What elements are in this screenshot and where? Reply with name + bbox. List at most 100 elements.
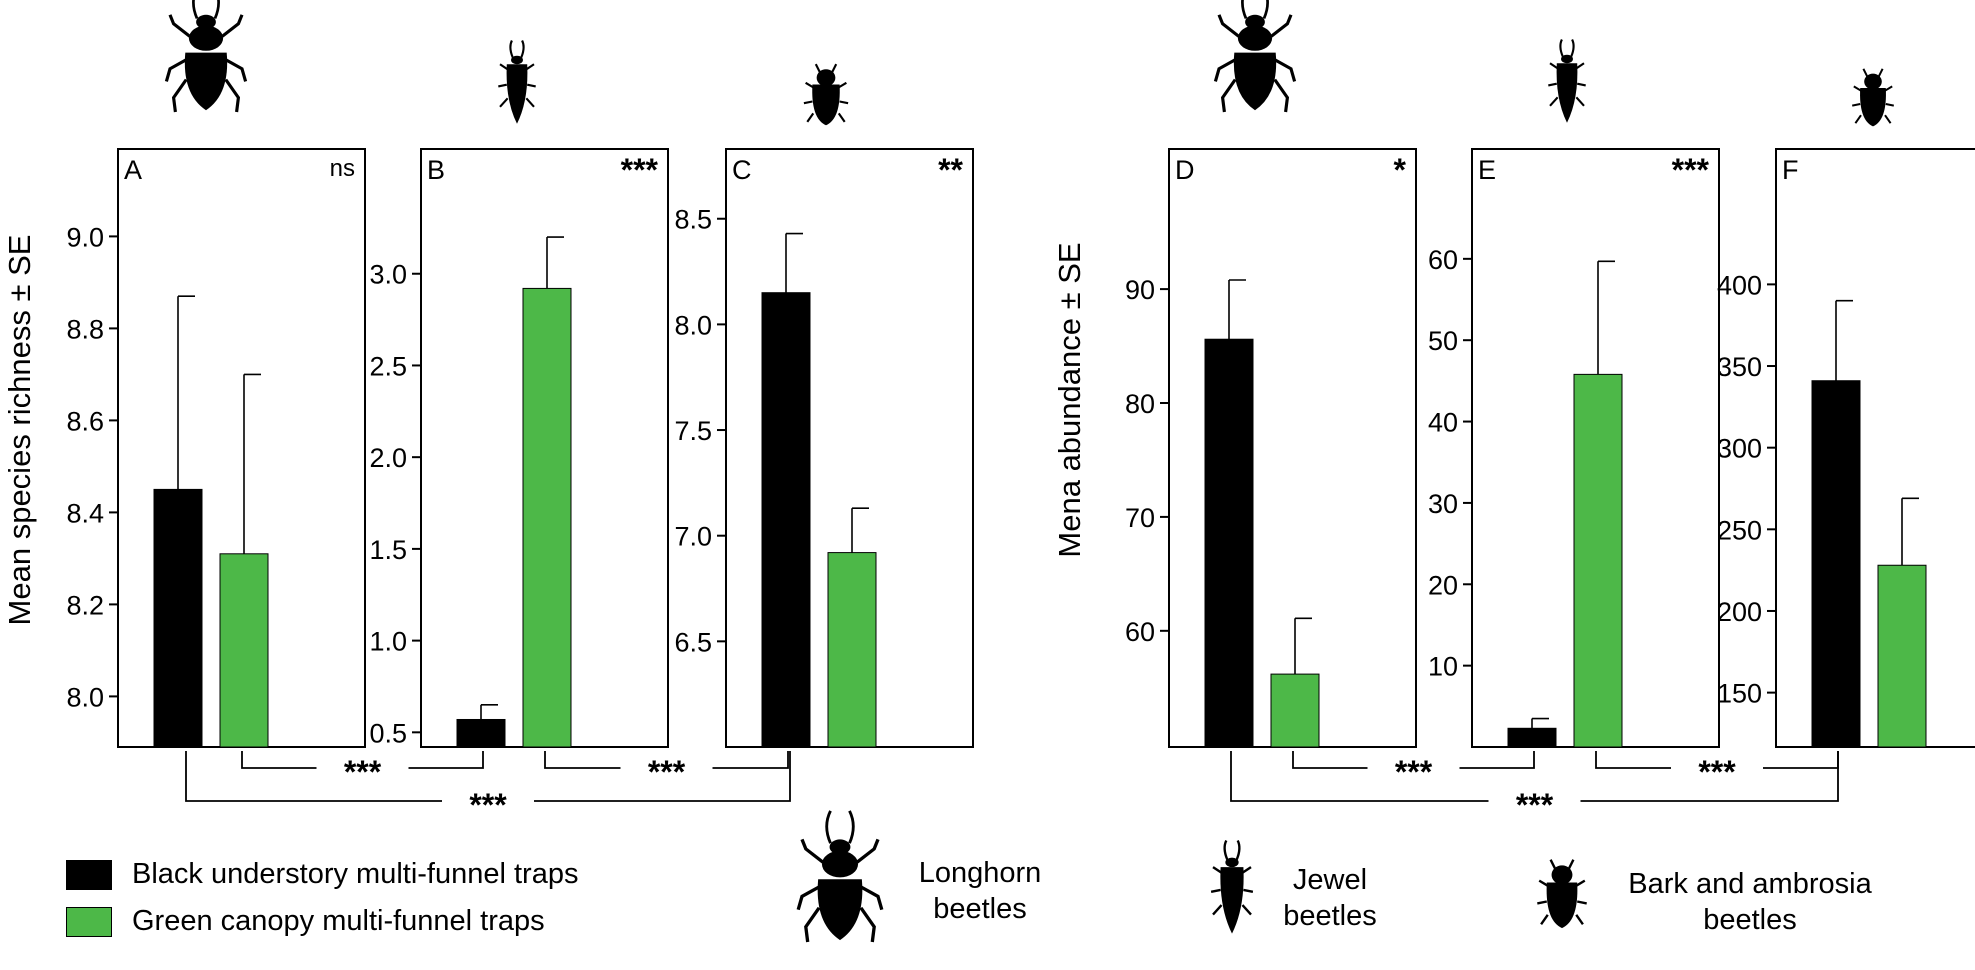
group-label-longhorn: Longhorn beetles: [880, 855, 1080, 927]
jewel-beetle-icon: [497, 39, 537, 125]
y-axis-label: Mena abundance ± SE: [1052, 242, 1087, 557]
significance-label: **: [938, 152, 963, 188]
comparison-bracket: ***: [241, 751, 484, 790]
bar-black-traps: [1204, 338, 1254, 748]
group-label-longhorn-line2: beetles: [933, 893, 1027, 925]
y-tick-label: 8.0: [66, 682, 104, 712]
panel-c: 6.5 7.0 7.5 8.0 8.5 C **: [674, 148, 974, 748]
y-tick-label: 80: [1125, 389, 1155, 419]
y-tick-label: 8.0: [674, 310, 712, 340]
bracket-label: ***: [1395, 754, 1433, 790]
y-tick-label: 300: [1717, 434, 1762, 464]
bracket-label-bg: [316, 756, 409, 780]
longhorn-beetle-icon: [164, 0, 248, 114]
group-label-jewel-line2: beetles: [1283, 900, 1377, 932]
y-tick-label: 1.5: [369, 535, 407, 565]
bar-green-traps: [1877, 564, 1927, 748]
y-tick-label: 350: [1717, 352, 1762, 382]
group-label-longhorn-line1: Longhorn: [918, 857, 1042, 889]
y-tick-label: 60: [1428, 245, 1458, 275]
y-tick-label: 9.0: [66, 222, 104, 252]
panel-letter: E: [1478, 155, 1496, 185]
bar-green-traps: [1270, 673, 1320, 748]
bracket-label-bg: [1488, 789, 1581, 813]
y-tick-label: 8.8: [66, 314, 104, 344]
y-tick-label: 7.0: [674, 522, 712, 552]
bar-green-traps: [1573, 373, 1623, 748]
bracket-label-bg: [1671, 756, 1763, 780]
group-label-bark-line1: Bark and ambrosia: [1628, 868, 1872, 900]
y-tick-label: 200: [1717, 597, 1762, 627]
bracket-label-bg: [1367, 756, 1460, 780]
y-tick-label: 3.0: [369, 260, 407, 290]
legend-label-black: Black understory multi-funnel traps: [132, 858, 579, 890]
bar-green-traps: [219, 553, 269, 748]
bar-green-traps: [827, 552, 877, 748]
legend-label-green: Green canopy multi-funnel traps: [132, 905, 545, 937]
jewel-beetle-icon: [1547, 38, 1587, 124]
y-tick-label: 10: [1428, 652, 1458, 682]
panel-d: 60 70 80 90 D * Mena abundance ± SE: [1052, 148, 1417, 748]
y-tick-label: 20: [1428, 570, 1458, 600]
legend-item-black: Black understory multi-funnel traps: [66, 858, 578, 891]
bar-black-traps: [153, 488, 203, 748]
y-tick-label: 8.6: [66, 406, 104, 436]
bark-beetle-icon: [1851, 67, 1895, 128]
bracket-label: ***: [1698, 754, 1736, 790]
longhorn-beetle-icon: [1213, 0, 1297, 114]
bracket-label: ***: [648, 754, 686, 790]
panel-e: 10 20 30 40 50 60 E ***: [1428, 148, 1720, 748]
group-label-jewel-line1: Jewel: [1292, 864, 1368, 896]
comparison-bracket: ***: [1292, 751, 1535, 790]
bracket-label: ***: [344, 754, 382, 790]
bracket-label: ***: [469, 787, 507, 823]
bar-green-traps: [522, 287, 572, 748]
y-tick-label: 250: [1717, 515, 1762, 545]
bracket-label-bg: [442, 789, 534, 813]
y-tick-label: 150: [1717, 679, 1762, 709]
longhorn-beetle-icon: [796, 809, 884, 944]
comparison-bracket: ***: [1595, 751, 1839, 790]
bracket-label-bg: [620, 756, 713, 780]
panel-letter: D: [1175, 155, 1195, 185]
panel-letter: F: [1782, 155, 1799, 185]
y-tick-label: 60: [1125, 617, 1155, 647]
bar-black-traps: [1507, 727, 1557, 748]
y-tick-label: 7.5: [674, 416, 712, 446]
bar-black-traps: [761, 292, 811, 748]
y-tick-label: 1.0: [369, 627, 407, 657]
panel-b: 0.5 1.0 1.5 2.0 2.5 3.0 B ***: [369, 148, 669, 748]
y-tick-label: 2.0: [369, 443, 407, 473]
y-tick-label: 8.4: [66, 498, 104, 528]
group-label-bark-line2: beetles: [1703, 904, 1797, 936]
bar-black-traps: [1811, 380, 1861, 748]
panel-letter: C: [732, 155, 752, 185]
significance-label: *: [1394, 152, 1407, 188]
y-tick-label: 40: [1428, 408, 1458, 438]
y-tick-label: 6.5: [674, 627, 712, 657]
group-label-bark: Bark and ambrosia beetles: [1600, 866, 1900, 938]
y-tick-label: 50: [1428, 326, 1458, 356]
significance-label: ns: [330, 155, 355, 182]
panel-letter: B: [427, 155, 445, 185]
comparison-bracket: ***: [185, 751, 791, 823]
panel-a: 8.0 8.2 8.4 8.6 8.8 9.0 A ns Mean species richne…: [2, 148, 366, 748]
group-label-jewel: Jewel beetles: [1260, 862, 1400, 934]
significance-label: ***: [1672, 152, 1710, 188]
comparison-bracket: ***: [544, 751, 789, 790]
panel-letter: A: [124, 155, 142, 185]
legend-item-green: Green canopy multi-funnel traps: [66, 905, 545, 938]
comparison-bracket: ***: [1230, 751, 1839, 823]
bracket-label: ***: [1516, 787, 1554, 823]
y-tick-label: 0.5: [369, 718, 407, 748]
panel-frame: [1775, 148, 1975, 748]
significance-label: ***: [621, 152, 659, 188]
legend-swatch-black: [66, 859, 112, 890]
y-tick-label: 8.5: [674, 205, 712, 235]
y-tick-label: 400: [1717, 270, 1762, 300]
legend-swatch-green: [66, 906, 112, 937]
bark-beetle-icon: [1536, 858, 1588, 930]
y-tick-label: 70: [1125, 503, 1155, 533]
